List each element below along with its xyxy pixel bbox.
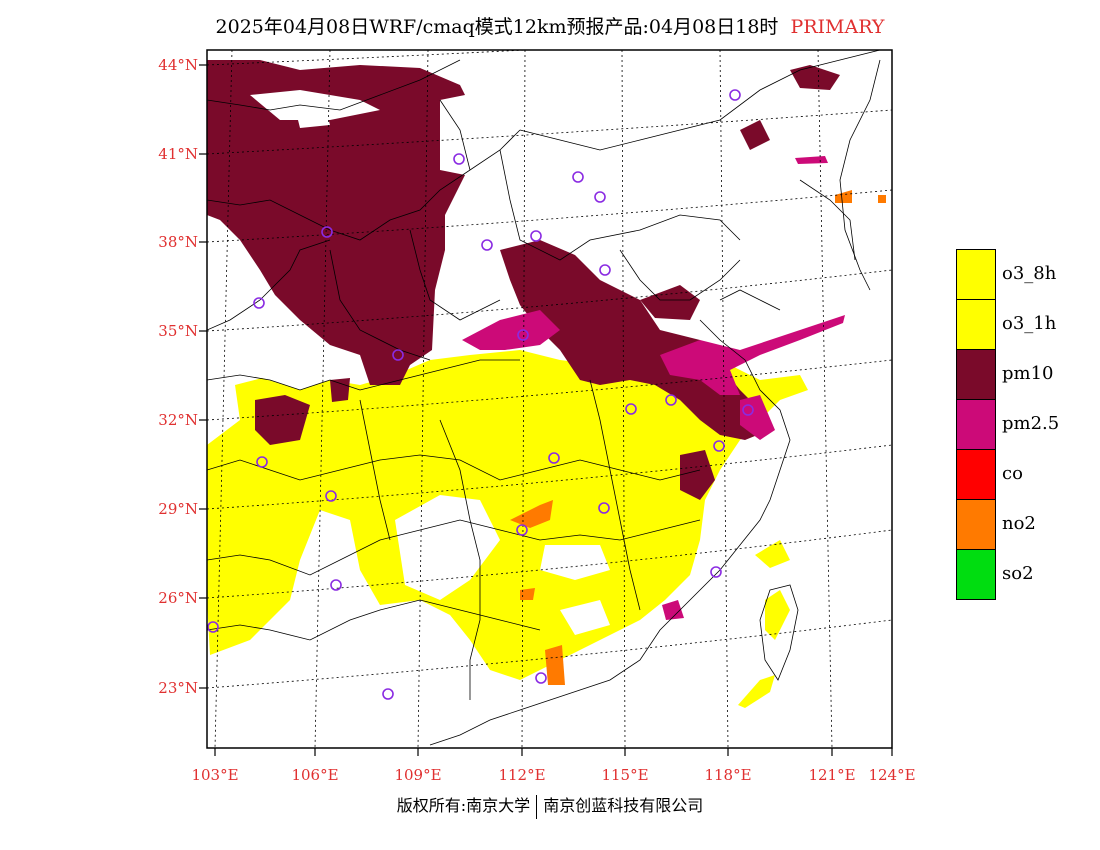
pm25-pollution-area (462, 156, 845, 620)
legend-item-co: co (956, 449, 1076, 500)
legend-item-so2: so2 (956, 549, 1076, 600)
station-marker (256, 456, 268, 468)
station-marker (729, 89, 741, 101)
legend-item-o3-8h: o3_8h (956, 249, 1076, 300)
lon-label: 121°E (808, 766, 856, 784)
legend-label: no2 (1002, 513, 1036, 534)
station-marker (665, 394, 677, 406)
lat-label: 26°N (158, 589, 198, 607)
legend-label: pm2.5 (1002, 413, 1060, 434)
station-marker (713, 440, 725, 452)
station-marker (481, 239, 493, 251)
map-title: 2025年04月08日WRF/cmaq模式12km预报产品:04月08日18时 P… (0, 12, 1100, 39)
station-marker (599, 264, 611, 276)
legend-swatch (956, 549, 996, 600)
copyright-left: 版权所有:南京大学 (396, 796, 531, 815)
station-marker (207, 621, 219, 633)
legend-label: pm10 (1002, 363, 1054, 384)
station-marker (598, 502, 610, 514)
legend-label: o3_1h (1002, 313, 1057, 334)
legend-item-pm25: pm2.5 (956, 399, 1076, 450)
legend-swatch (956, 499, 996, 550)
administrative-boundaries (207, 50, 881, 746)
pm10-gaps (250, 90, 380, 128)
station-marker (330, 579, 342, 591)
lon-label: 112°E (498, 766, 546, 784)
lat-label: 41°N (158, 145, 198, 163)
station-markers (207, 89, 754, 700)
station-marker (517, 329, 529, 341)
station-marker (594, 191, 606, 203)
legend-item-no2: no2 (956, 499, 1076, 550)
legend-item-o3-1h: o3_1h (956, 299, 1076, 350)
legend-swatch (956, 299, 996, 350)
legend-label: co (1002, 463, 1023, 484)
lon-label: 109°E (394, 766, 442, 784)
station-marker (625, 403, 637, 415)
lat-label: 35°N (158, 322, 198, 340)
map-content (207, 50, 892, 748)
lat-label: 32°N (158, 411, 198, 429)
station-marker (392, 349, 404, 361)
lon-label: 103°E (191, 766, 239, 784)
lat-lon-grid (207, 50, 892, 748)
o3-pollution-area (207, 350, 808, 708)
lon-label: 118°E (704, 766, 752, 784)
station-marker (453, 153, 465, 165)
station-marker (325, 490, 337, 502)
station-marker (321, 226, 333, 238)
copyright-footer: 版权所有:南京大学 南京创蓝科技有限公司 (0, 792, 1100, 819)
lat-label: 29°N (158, 500, 198, 518)
station-marker (742, 404, 754, 416)
axis-ticks (199, 64, 893, 756)
lat-label: 38°N (158, 233, 198, 251)
legend-item-pm10: pm10 (956, 349, 1076, 400)
station-marker (253, 297, 265, 309)
title-primary-tag: PRIMARY (790, 16, 885, 38)
station-marker (535, 672, 547, 684)
lon-label: 115°E (601, 766, 649, 784)
legend-label: o3_8h (1002, 263, 1057, 284)
lat-label: 44°N (158, 56, 198, 74)
legend-swatch (956, 349, 996, 400)
station-marker (572, 171, 584, 183)
pollutant-legend: o3_8h o3_1h pm10 pm2.5 co no2 so2 (956, 249, 1076, 600)
lat-label: 23°N (158, 679, 198, 697)
station-marker (382, 688, 394, 700)
station-marker (516, 524, 528, 536)
legend-swatch (956, 449, 996, 500)
lon-label: 106°E (291, 766, 339, 784)
footer-divider (536, 794, 538, 819)
map-frame (206, 49, 893, 749)
station-marker (710, 566, 722, 578)
copyright-right: 南京创蓝科技有限公司 (543, 796, 704, 815)
legend-label: so2 (1002, 563, 1034, 584)
station-marker (530, 230, 542, 242)
station-marker (548, 452, 560, 464)
lon-label: 124°E (868, 766, 916, 784)
no2-pollution-area (510, 190, 886, 685)
pm10-pollution-area (207, 60, 840, 500)
legend-swatch (956, 249, 996, 300)
title-main: 2025年04月08日WRF/cmaq模式12km预报产品:04月08日18时 (215, 16, 779, 38)
legend-swatch (956, 399, 996, 450)
